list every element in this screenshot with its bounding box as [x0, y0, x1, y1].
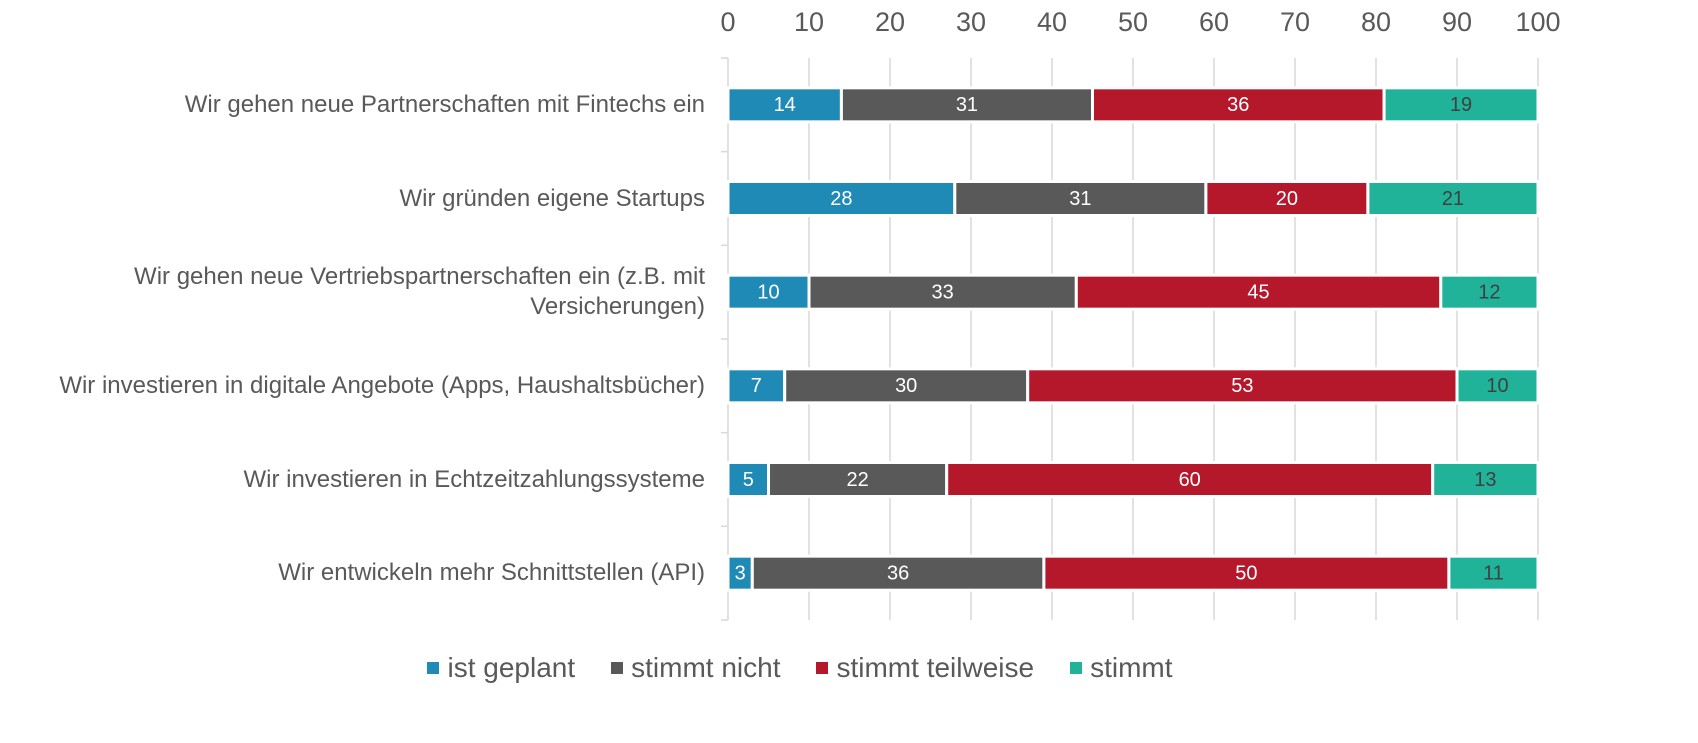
value-label: 5	[743, 469, 754, 491]
value-label: 3	[735, 562, 746, 584]
bar-segment	[1091, 86, 1386, 124]
bar-segment	[1439, 273, 1540, 311]
value-label: 19	[1450, 94, 1472, 116]
x-tick-label: 80	[1361, 7, 1391, 37]
bar-segment	[726, 367, 787, 405]
category-label: Wir investieren in digitale Angebote (Ap…	[59, 371, 705, 399]
bar-segment	[953, 180, 1208, 217]
bar-segment	[1455, 367, 1540, 405]
x-tick-label: 100	[1515, 7, 1560, 37]
bar-segment	[1366, 180, 1540, 217]
legend-swatch	[611, 662, 624, 674]
x-tick-label: 60	[1199, 7, 1229, 37]
bar-segment	[807, 273, 1078, 311]
legend: ist geplant stimmt nicht stimmt teilweise s…	[0, 652, 1600, 684]
category-label: Wir gehen neue Partnerschaften mit Finte…	[184, 90, 705, 118]
category-label: Wir investieren in Echtzeitzahlungssyste…	[243, 465, 705, 493]
bar-segment	[1204, 180, 1370, 217]
value-label: 21	[1442, 188, 1464, 210]
value-label: 7	[751, 375, 762, 397]
bar-segment	[1074, 273, 1443, 311]
value-label: 31	[1069, 188, 1091, 210]
value-label: 10	[757, 281, 779, 303]
legend-item: stimmt nicht	[611, 652, 780, 684]
value-label: 13	[1474, 469, 1496, 491]
bar-segment	[726, 273, 811, 311]
legend-label: ist geplant	[447, 652, 576, 683]
x-tick-label: 30	[956, 7, 986, 37]
legend-label: stimmt teilweise	[836, 652, 1035, 683]
x-tick-label: 20	[875, 7, 905, 37]
value-label: 36	[1227, 94, 1249, 116]
category-label: Wir gründen eigene Startups	[399, 184, 705, 212]
value-label: 12	[1478, 281, 1500, 303]
x-tick-label: 90	[1442, 7, 1472, 37]
bar-segment	[783, 367, 1030, 405]
value-label: 22	[846, 469, 868, 491]
value-label: 31	[956, 94, 978, 116]
value-label: 33	[932, 281, 954, 303]
value-label: 60	[1179, 469, 1201, 491]
legend-swatch	[427, 662, 440, 674]
bar-segment	[1382, 86, 1540, 124]
value-label: 50	[1235, 562, 1257, 584]
x-tick-label: 40	[1037, 7, 1067, 37]
legend-swatch	[1070, 662, 1083, 674]
value-label: 20	[1276, 188, 1298, 210]
x-tick-label: 0	[720, 7, 735, 37]
legend-label: stimmt	[1090, 652, 1173, 683]
legend-item: stimmt	[1070, 652, 1173, 684]
legend-swatch	[816, 662, 829, 674]
bar-segment	[1026, 367, 1459, 405]
x-tick-label: 50	[1118, 7, 1148, 37]
value-label: 53	[1231, 375, 1253, 397]
x-tick-label: 10	[794, 7, 824, 37]
category-label: Wir entwickeln mehr Schnittstellen (API)	[278, 559, 705, 587]
legend-label: stimmt nicht	[631, 652, 781, 683]
value-label: 45	[1247, 281, 1269, 303]
value-label: 36	[887, 562, 909, 584]
value-label: 14	[774, 94, 796, 116]
bar-segment	[726, 554, 754, 592]
bar-segment	[750, 554, 1046, 592]
legend-item: stimmt teilweise	[816, 652, 1034, 684]
legend-item: ist geplant	[427, 652, 575, 684]
value-label: 30	[895, 375, 917, 397]
bar-segment	[726, 86, 843, 124]
bar-segment	[839, 86, 1095, 124]
value-label: 11	[1483, 562, 1504, 584]
bar-segment	[1431, 461, 1540, 498]
value-label: 28	[830, 188, 852, 210]
x-tick-label: 70	[1280, 7, 1310, 37]
bar-segment	[1447, 554, 1540, 592]
value-label: 10	[1486, 375, 1508, 397]
category-label: Wir gehen neue Vertriebspartnerschaften …	[134, 263, 705, 321]
bar-segment	[1042, 554, 1451, 592]
